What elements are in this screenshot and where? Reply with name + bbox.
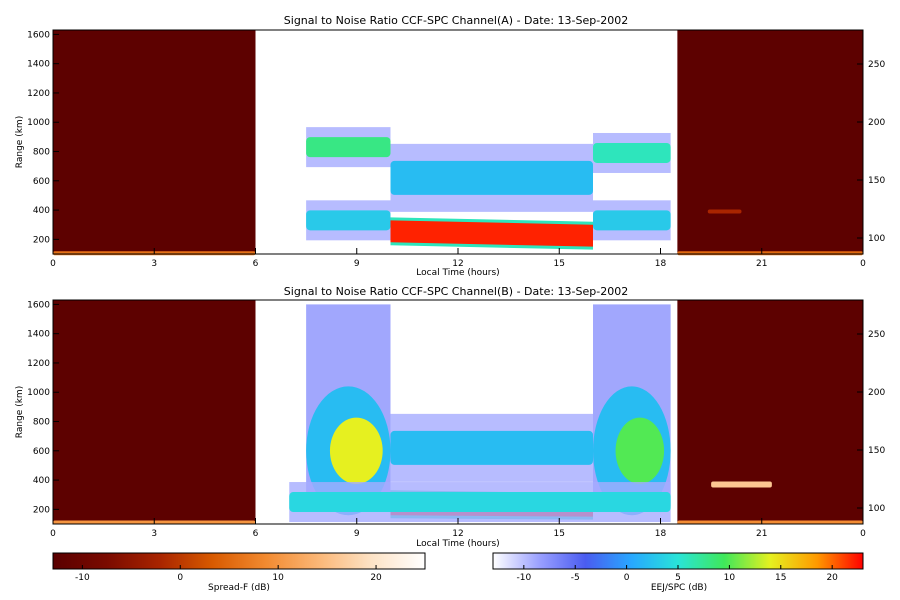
panel-b-right-tick-label: 200: [868, 388, 885, 398]
panel-b-echo-morning-plume-core: [329, 417, 383, 484]
panel-a-x-tick-label: 18: [655, 259, 667, 269]
panel-a-x-tick-label: 0: [50, 259, 56, 269]
panel-a-y-tick-label: 1600: [27, 30, 50, 40]
panel-b-x-tick-label: 3: [151, 529, 157, 539]
panel-a-title: Signal to Noise Ratio CCF-SPC Channel(A)…: [284, 14, 628, 27]
panel-a-y-label: Range (km): [15, 116, 25, 168]
panel-b-y-label: Range (km): [15, 386, 25, 438]
colorbar-eej-spc-tick-label: -10: [516, 573, 531, 583]
panel-a-x-tick-label: 12: [452, 259, 463, 269]
panel-a-y-tick-label: 400: [33, 206, 50, 216]
colorbar-spread-f-tick-label: -10: [75, 573, 90, 583]
panel-a-x-tick-label: 15: [554, 259, 565, 269]
panel-a-x-tick-label: 6: [253, 259, 259, 269]
panel-b-title: Signal to Noise Ratio CCF-SPC Channel(B)…: [284, 285, 628, 298]
panel-b-y-tick-label: 600: [33, 447, 50, 457]
panel-b-x-tick-label: 18: [655, 529, 667, 539]
panel-a-echo-low-band-evening: [593, 210, 671, 231]
panel-b-x-tick-label: 21: [756, 529, 767, 539]
colorbar-spread-f-label: Spread-F (dB): [208, 583, 270, 593]
colorbar-eej-spc-scale: -10 -5 0 5 10 15 20: [492, 552, 864, 583]
panel-a-y-tick-label: 800: [33, 148, 50, 158]
colorbar-spread-f-tick-label: 10: [272, 573, 284, 583]
panel-b-echo-low-band: [289, 492, 671, 513]
panel-b-y-tick-label: 800: [33, 418, 50, 428]
panel-b-y-tick-label: 200: [33, 505, 50, 515]
panel-b-right-tick-label: 250: [868, 330, 885, 340]
panel-b: Signal to Noise Ratio CCF-SPC Channel(B)…: [15, 285, 885, 549]
panel-a-y-tick-label: 200: [33, 235, 50, 245]
panel-a-plot-area: [53, 30, 863, 256]
colorbar-spread-f-tick-label: 0: [177, 573, 183, 583]
panel-b-y-tick-label: 1000: [27, 388, 50, 398]
panel-a-echo-eej-core: [390, 220, 593, 247]
colorbar-eej-spc-tick-label: 5: [675, 573, 681, 583]
panel-b-x-tick-label: 0: [50, 529, 56, 539]
panel-a-x-tick-label: 0: [860, 259, 866, 269]
panel-a-echo-morning-f-echo: [306, 137, 391, 158]
panel-b-echo-150-km-echo: [390, 430, 593, 465]
panel-a-echo-low-band-morning: [306, 210, 391, 231]
panel-b-echo-echo-streak: [711, 481, 772, 488]
panel-b-x-tick-label: 6: [253, 529, 259, 539]
panel-b-y-tick-label: 400: [33, 476, 50, 486]
panel-b-axes: 0 3 6 9 12 15 18 21 0 200 400 600 800 1000 1200 1400 160…: [27, 299, 885, 539]
panel-a-echo-150-km-echo: [390, 160, 593, 195]
panel-a-echo-evening-f-echo: [593, 142, 671, 163]
panel-a-x-label: Local Time (hours): [416, 268, 499, 278]
panel-a-x-tick-label: 21: [756, 259, 767, 269]
panel-b-x-tick-label: 12: [452, 529, 463, 539]
panel-a-right-tick-label: 250: [868, 60, 885, 70]
panel-b-y-tick-label: 1400: [27, 330, 50, 340]
panel-a-x-tick-label: 3: [151, 259, 157, 269]
colorbar-eej-spc: -10 -5 0 5 10 15 20 EEJ/SPC (dB): [492, 552, 864, 593]
panel-a-right-tick-label: 100: [868, 234, 885, 244]
colorbar-eej-spc-tick-label: 10: [724, 573, 736, 583]
colorbar-eej-spc-tick-label: 0: [624, 573, 630, 583]
panel-a-axes: 0 3 6 9 12 15 18 21 0 200 400 600 800 1000 1200 1400 160…: [27, 29, 885, 269]
panel-a-echo-evening-bottom-echo: [677, 251, 863, 256]
colorbar-eej-spc-tick-label: 20: [826, 573, 838, 583]
panel-a-spread-f-window-1: [677, 30, 863, 254]
panel-b-right-tick-label: 100: [868, 504, 885, 514]
panel-a-y-tick-label: 600: [33, 177, 50, 187]
colorbar-spread-f-gradient: [52, 552, 426, 570]
panel-b-x-label: Local Time (hours): [416, 539, 499, 549]
panel-b-y-tick-label: 1600: [27, 300, 50, 310]
panel-b-x-tick-label: 0: [860, 529, 866, 539]
panel-b-plot-area: [53, 300, 863, 525]
panel-b-spread-f-window-0: [53, 300, 256, 524]
panel-b-x-tick-label: 15: [554, 529, 565, 539]
panel-b-x-tick-label: 9: [354, 529, 360, 539]
panel-a-y-tick-label: 1400: [27, 60, 50, 70]
panel-a-y-tick-label: 1200: [27, 89, 50, 99]
colorbar-eej-spc-tick-label: -5: [571, 573, 580, 583]
colorbar-eej-spc-tick-label: 15: [775, 573, 786, 583]
panel-b-right-tick-label: 150: [868, 446, 885, 456]
panel-a-right-tick-label: 200: [868, 118, 885, 128]
panel-a-right-tick-label: 150: [868, 176, 885, 186]
colorbar-spread-f-scale: -10 0 10 20: [52, 552, 426, 583]
colorbar-spread-f: -10 0 10 20 Spread-F (dB): [52, 552, 426, 593]
panel-a-echo-weak-echo: [707, 209, 742, 214]
panel-b-spread-f-window-1: [677, 300, 863, 524]
panel-a-y-tick-label: 1000: [27, 118, 50, 128]
panel-b-y-tick-label: 1200: [27, 359, 50, 369]
panel-a-spread-f-window-0: [53, 30, 256, 254]
panel-a: Signal to Noise Ratio CCF-SPC Channel(A)…: [15, 14, 885, 278]
colorbar-spread-f-tick-label: 20: [370, 573, 382, 583]
colorbar-eej-spc-label: EEJ/SPC (dB): [651, 583, 707, 593]
panel-a-x-tick-label: 9: [354, 259, 360, 269]
panel-b-echo-evening-plume-core: [615, 417, 665, 484]
